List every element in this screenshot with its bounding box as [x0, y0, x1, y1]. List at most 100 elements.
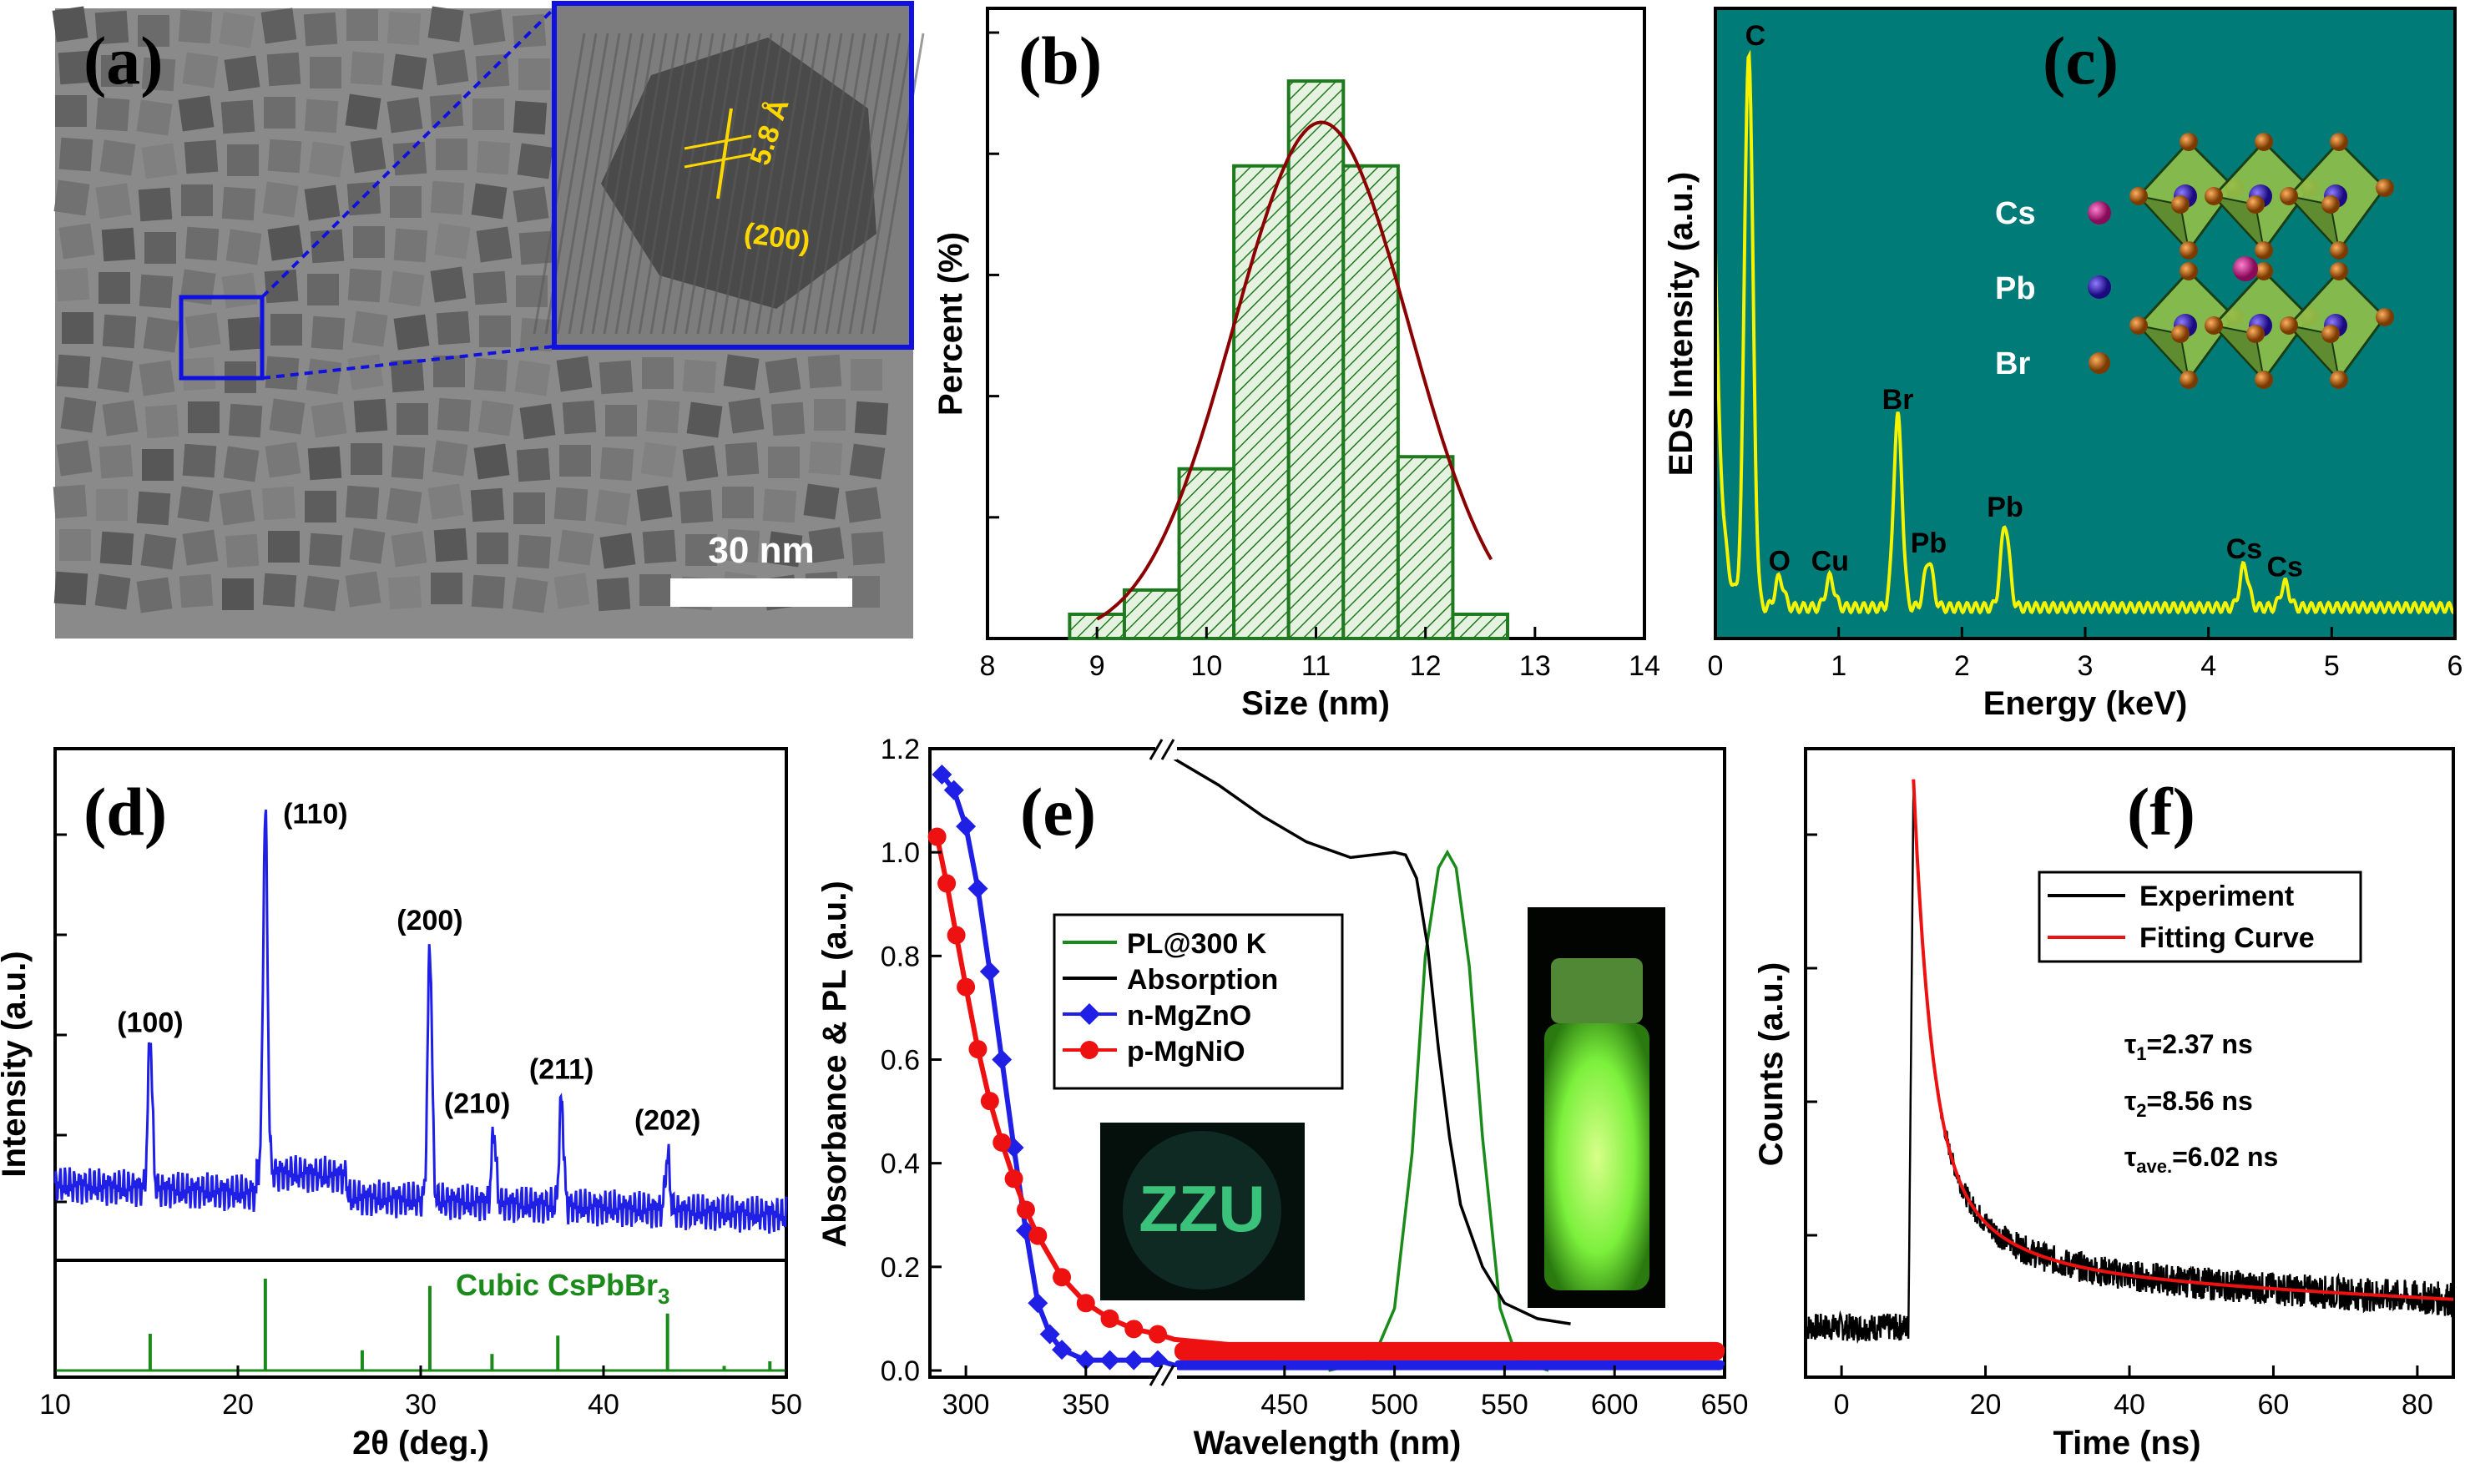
y-axis-label: Percent (%) [932, 232, 969, 416]
nanocube [182, 52, 219, 88]
nanocube [265, 356, 300, 391]
nanocube [725, 442, 760, 477]
br-atom [2129, 316, 2148, 335]
lattice-fringe [708, 33, 761, 335]
nanocube [98, 444, 134, 479]
nanocube [141, 143, 178, 179]
data-point [957, 977, 976, 997]
br-atom [2376, 179, 2394, 197]
nanocube [387, 575, 422, 610]
y-axis-label: Absorbance & PL (a.u.) [816, 881, 853, 1247]
element-legend: Cs Pb Br [1995, 196, 2111, 381]
br-atom-icon [2089, 352, 2110, 374]
nanocube [177, 486, 214, 522]
nanocube [851, 359, 882, 391]
nanocube [558, 529, 594, 566]
nanocube [599, 447, 634, 482]
nanocube [803, 483, 840, 520]
zzu-text: ZZU [1139, 1172, 1265, 1245]
nanocube [471, 574, 506, 609]
nanocube [94, 573, 131, 610]
nanocube [471, 183, 508, 220]
y-tick-label: 0.0 [881, 1355, 920, 1387]
gaussian-fit-curve [1096, 120, 1493, 621]
nanocube [553, 487, 588, 522]
peak-label: Pb [1987, 492, 2023, 523]
nanocube [808, 527, 845, 563]
histogram-bar [1451, 612, 1510, 641]
nanocube [519, 317, 554, 352]
nanocube [433, 527, 468, 563]
x-tick-label: 30 [405, 1389, 437, 1421]
x-tick-label: 0 [1834, 1389, 1850, 1421]
nanocube [264, 97, 295, 129]
lattice-fringe [579, 33, 633, 335]
br-atom [2255, 241, 2273, 260]
nanocube [102, 314, 137, 349]
nanocube [96, 489, 128, 521]
x-axis-label: Wavelength (nm) [1194, 1425, 1462, 1461]
lattice-fringe [731, 33, 785, 335]
nanocube [391, 531, 427, 568]
data-point [1124, 1350, 1144, 1370]
x-tick-label: 0 [1708, 650, 1724, 682]
nanocube [182, 443, 217, 478]
nanocube [224, 55, 260, 92]
data-point [968, 1040, 988, 1059]
nanocube [182, 529, 219, 566]
data-point [1053, 1268, 1072, 1287]
nanocube [430, 266, 467, 303]
nanocube [97, 356, 134, 393]
nanocube [138, 15, 169, 47]
peak-label: Cu [1811, 545, 1849, 577]
br-atom [2180, 371, 2198, 389]
nanocube [594, 489, 631, 526]
nanocube [473, 357, 508, 392]
x-tick-label: 13 [1519, 650, 1551, 682]
nanocube [58, 223, 95, 260]
nanocube [476, 226, 513, 263]
tau2-label: τ2=8.56 ns [2124, 1086, 2253, 1121]
nanocube [353, 226, 385, 258]
nanocube [179, 269, 216, 305]
nanocube [53, 484, 88, 519]
nanocube [260, 8, 297, 44]
br-atom [2330, 133, 2348, 151]
histogram-bar [1232, 164, 1291, 640]
data-point [1099, 1350, 1120, 1370]
panel-d: (100) (110) (200) (210) (211) (202) 10 20 30 40 5… [0, 747, 802, 1461]
data-point [1076, 1294, 1095, 1313]
nanocube [686, 401, 723, 438]
legend-pb: Pb [1995, 271, 2036, 306]
nanocube [390, 358, 425, 393]
legend-box: PL@300 K Absorption n-MgZnO p-MgNiO [1053, 913, 1344, 1090]
br-atom [2255, 133, 2273, 151]
nanocube [225, 229, 262, 265]
lattice-fringe [813, 33, 866, 335]
peak-label: Cs [2226, 533, 2262, 565]
nanocube [636, 485, 673, 522]
nanocube [95, 97, 130, 132]
nanocube [99, 139, 136, 176]
nanocube [682, 359, 717, 394]
nanocube [427, 6, 464, 43]
nanocube [304, 98, 339, 134]
nanocube [432, 440, 468, 477]
nanocube [303, 575, 340, 612]
panel-label-a: (a) [83, 23, 164, 98]
br-atom [2171, 195, 2190, 214]
nanocube [475, 53, 510, 88]
data-point [1052, 1340, 1073, 1360]
nanocube [269, 398, 306, 435]
x-tick-label: 550 [1481, 1389, 1528, 1421]
br-atom [2180, 241, 2198, 260]
nanocube [227, 144, 259, 176]
eds-spectrum [1714, 49, 2457, 615]
nanocube [262, 181, 299, 218]
nanocube [770, 401, 806, 437]
x-tick-label: 5 [2324, 650, 2340, 682]
lattice-fringe [825, 33, 878, 335]
nanocube [311, 315, 346, 351]
nanocube [562, 400, 597, 435]
